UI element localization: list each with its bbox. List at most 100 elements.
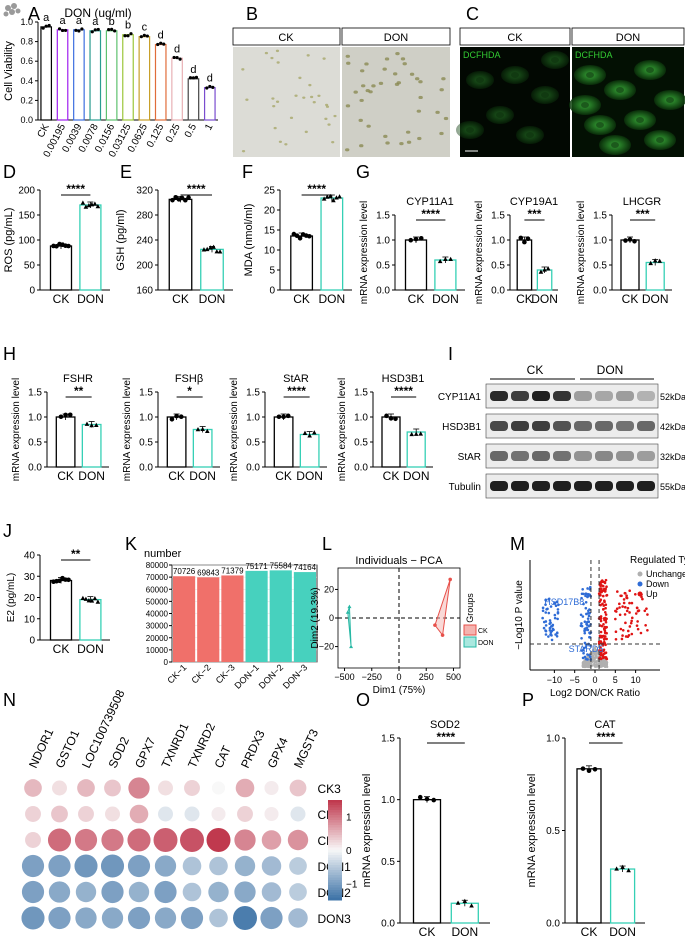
y-tick-label: 1.0 [28, 413, 42, 424]
m-point-up [602, 617, 606, 620]
n-cell [158, 806, 173, 822]
n-cell [77, 779, 95, 797]
m-point-up [628, 611, 631, 614]
n-cell [289, 779, 307, 797]
n-cell [264, 780, 279, 796]
bar-ck [55, 416, 76, 468]
dot-ck [424, 796, 430, 802]
m-point-down [554, 604, 558, 608]
b-don-label: DON [384, 32, 409, 44]
dot-don [455, 900, 461, 905]
y-tick-label: 100 [18, 236, 35, 247]
y-tick-label: 1.5 [139, 388, 153, 399]
a-bar [105, 30, 118, 121]
m-point-up [618, 613, 622, 617]
m-point-up [624, 621, 627, 625]
a-dot [110, 27, 114, 31]
x-label-don: DON [77, 642, 104, 656]
k-bar [197, 577, 220, 662]
m-point-down [585, 657, 588, 661]
m-point-up [602, 604, 606, 607]
sig-label: **** [421, 207, 440, 221]
m-point-up [605, 657, 609, 661]
a-dot [191, 76, 196, 80]
bar-ck [166, 416, 187, 468]
n-legend-tick-label: 0 [346, 846, 352, 857]
n-cell [235, 778, 255, 798]
chart-title: HSD3B1 [382, 373, 425, 385]
l-legend-don-label: DON [478, 640, 494, 647]
y-axis-label: mRNA expression level [11, 378, 22, 481]
dot-ck [66, 243, 71, 249]
x-label-don: DON [432, 292, 459, 306]
n-cell [180, 828, 204, 852]
y-tick-label: 0 [29, 636, 35, 647]
panel-j-chart: 0 10 20 30 40 CK DON ** E2 (pg/mL) [6, 547, 110, 656]
m-point-down [586, 617, 590, 620]
dot-don [648, 260, 653, 266]
m-point-down [556, 617, 559, 621]
bar-ck [49, 579, 73, 641]
bar-ck [290, 235, 314, 291]
a-dot [126, 34, 130, 38]
y-tick-label: 50 [24, 261, 36, 272]
m-point-up [602, 638, 606, 641]
n-legend-gradient-step [328, 805, 342, 808]
m-point-up [599, 624, 602, 627]
m-point-down [550, 629, 554, 633]
y-tick-label: 1.5 [593, 211, 607, 222]
a-dot [194, 75, 199, 79]
m-point-up [630, 619, 633, 623]
k-value-label: 71379 [221, 566, 244, 575]
m-point-up [599, 603, 602, 607]
bar-ck [168, 198, 193, 291]
n-cell [25, 806, 41, 822]
n-legend-gradient-step [328, 895, 342, 898]
sig-label: **** [596, 730, 615, 744]
m-point-down [549, 605, 553, 608]
m-point-down [583, 655, 587, 659]
m-point-down [588, 585, 592, 589]
n-gene-label: GSTO1 [53, 727, 83, 770]
n-cell [264, 806, 279, 822]
a-dot [142, 33, 146, 37]
k-y-tick-label: 80000 [146, 561, 169, 570]
bar-ck [273, 416, 294, 468]
m-point-up [603, 651, 607, 655]
n-cell [206, 828, 231, 852]
m-x-tick-label: −5 [570, 675, 580, 685]
m-point-up [599, 584, 602, 588]
m-point-up [599, 646, 602, 649]
m-point-up [624, 591, 627, 595]
m-point-up [604, 620, 608, 624]
b-cell [273, 126, 277, 130]
m-point-down [581, 656, 585, 660]
m-point-down [551, 627, 555, 631]
m-point-up [646, 613, 649, 616]
y-axis-label: mRNA expression level [361, 774, 373, 888]
dot-don [83, 596, 89, 601]
y-tick-label: 1.5 [376, 211, 390, 222]
dot-don [92, 201, 98, 206]
wb-band [553, 421, 571, 431]
dot-ck [178, 414, 184, 419]
m-point-unchange [601, 665, 604, 668]
wb-band [574, 391, 592, 401]
m-point-up [630, 632, 634, 636]
sig-label: **** [66, 182, 85, 196]
m-point-unchange [585, 662, 588, 666]
n-cell [261, 856, 282, 876]
dot-ck [586, 768, 592, 773]
y-tick-label: 1.5 [354, 388, 368, 399]
a-x-label: 0.125 [145, 122, 167, 150]
y-tick-label: 160 [136, 286, 153, 297]
m-point-up [599, 593, 602, 597]
panel-h-star: 0.0 0.5 1.0 1.5 CK DON ****StAR mRNA expression… [229, 373, 327, 483]
n-legend-gradient-step [328, 897, 342, 901]
a-dot [188, 76, 193, 80]
y-tick-label: 1.5 [381, 734, 395, 745]
m-x-axis-label: Log2 DON/CK Ratio [550, 688, 640, 699]
m-point-up [604, 613, 608, 616]
wb-protein-label: Tubulin [449, 482, 481, 493]
